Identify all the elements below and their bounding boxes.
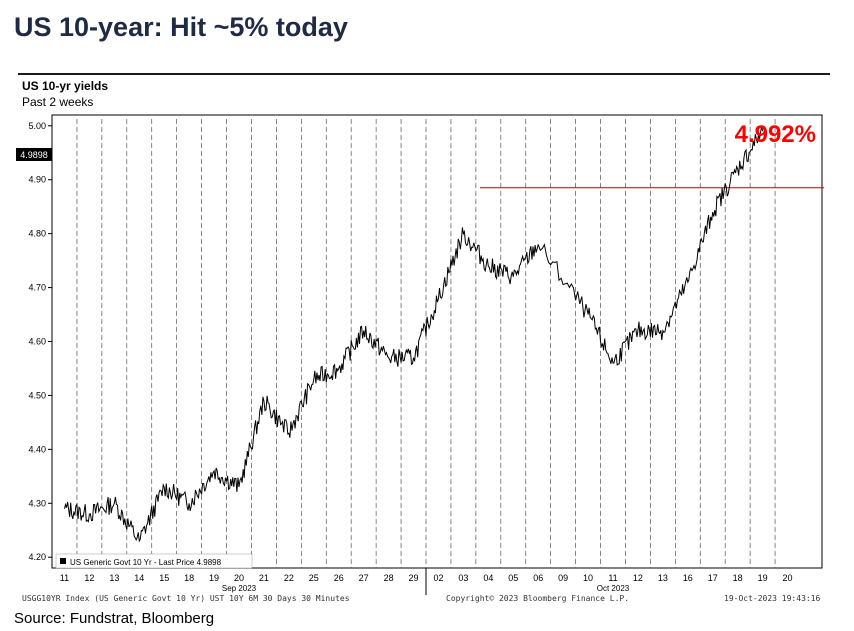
x-tick-label: 02 — [433, 573, 443, 583]
source-note: Source: Fundstrat, Bloomberg — [14, 610, 215, 627]
y-tick-label: 4.50 — [28, 390, 46, 400]
yield-series-line — [64, 126, 764, 543]
last-price-tag: 4.9898 — [16, 148, 52, 161]
legend-swatch — [60, 558, 66, 564]
y-tick-label: 4.90 — [28, 175, 46, 185]
plot-area — [51, 114, 823, 569]
x-tick-label: 18 — [733, 573, 743, 583]
last-price-tag-text: 4.9898 — [20, 150, 48, 160]
title-rule — [18, 73, 830, 75]
x-tick-label: 17 — [708, 573, 718, 583]
x-tick-label: 21 — [259, 573, 269, 583]
y-axis: 4.20 4.30 4.40 4.50 4.60 4.70 4.80 4.90 5.00 — [28, 121, 52, 562]
x-month-label: Oct 2023 — [597, 584, 630, 593]
x-tick-label: 18 — [184, 573, 194, 583]
x-tick-label: 11 — [60, 573, 69, 583]
x-tick-label: 22 — [284, 573, 294, 583]
x-tick-label: 25 — [309, 573, 319, 583]
y-tick-label: 4.60 — [28, 337, 46, 347]
x-tick-label: 13 — [658, 573, 668, 583]
x-tick-label: 11 — [608, 573, 617, 583]
footer-copyright: Copyright© 2023 Bloomberg Finance L.P. — [446, 594, 630, 603]
y-tick-label: 4.70 — [28, 283, 46, 293]
y-tick-label: 4.80 — [28, 229, 46, 239]
x-tick-label: 13 — [109, 573, 119, 583]
x-tick-label: 03 — [458, 573, 468, 583]
x-month-label: Sep 2023 — [222, 584, 257, 593]
x-tick-label: 12 — [633, 573, 643, 583]
footer-timestamp: 19-Oct-2023 19:43:16 — [724, 594, 821, 603]
x-tick-label: 16 — [683, 573, 693, 583]
x-tick-label: 27 — [359, 573, 369, 583]
peak-annotation: 4.992% — [735, 121, 816, 148]
x-tick-label: 26 — [334, 573, 344, 583]
legend: US Generic Govt 10 Yr - Last Price 4.989… — [55, 553, 253, 569]
chart-title: US 10-yr yields — [22, 79, 109, 93]
chart-subtitle: Past 2 weeks — [22, 95, 94, 109]
x-tick-label: 19 — [758, 573, 768, 583]
y-tick-label: 4.40 — [28, 444, 46, 454]
x-tick-label: 06 — [533, 573, 543, 583]
headline: US 10-year: Hit ~5% today — [14, 12, 348, 42]
y-tick-label: 4.30 — [28, 498, 46, 508]
x-tick-label: 20 — [234, 573, 244, 583]
x-tick-label: 04 — [483, 573, 493, 583]
x-tick-label: 14 — [134, 573, 144, 583]
day-gridlines — [76, 119, 776, 568]
legend-label: US Generic Govt 10 Yr - Last Price 4.989… — [70, 558, 222, 567]
x-tick-label: 05 — [508, 573, 518, 583]
x-tick-label: 20 — [783, 573, 793, 583]
y-tick-label: 4.20 — [28, 552, 46, 562]
yield-chart: 4.204.304.404.504.604.704.804.905.00 11 1… — [16, 114, 824, 595]
footer-index-info: USGG10YR Index (US Generic Govt 10 Yr) U… — [22, 594, 350, 603]
x-tick-label: 28 — [384, 573, 394, 583]
y-tick-label: 5.00 — [28, 121, 46, 131]
x-axis: 11 12 13 14 15 18 19 20 21 22 25 26 27 28 29 02 03 04 05 06… — [60, 568, 793, 595]
x-tick-label: 29 — [409, 573, 419, 583]
x-tick-label: 10 — [583, 573, 593, 583]
x-tick-label: 12 — [84, 573, 94, 583]
x-tick-label: 19 — [209, 573, 219, 583]
x-tick-label: 09 — [558, 573, 568, 583]
x-tick-label: 15 — [159, 573, 169, 583]
